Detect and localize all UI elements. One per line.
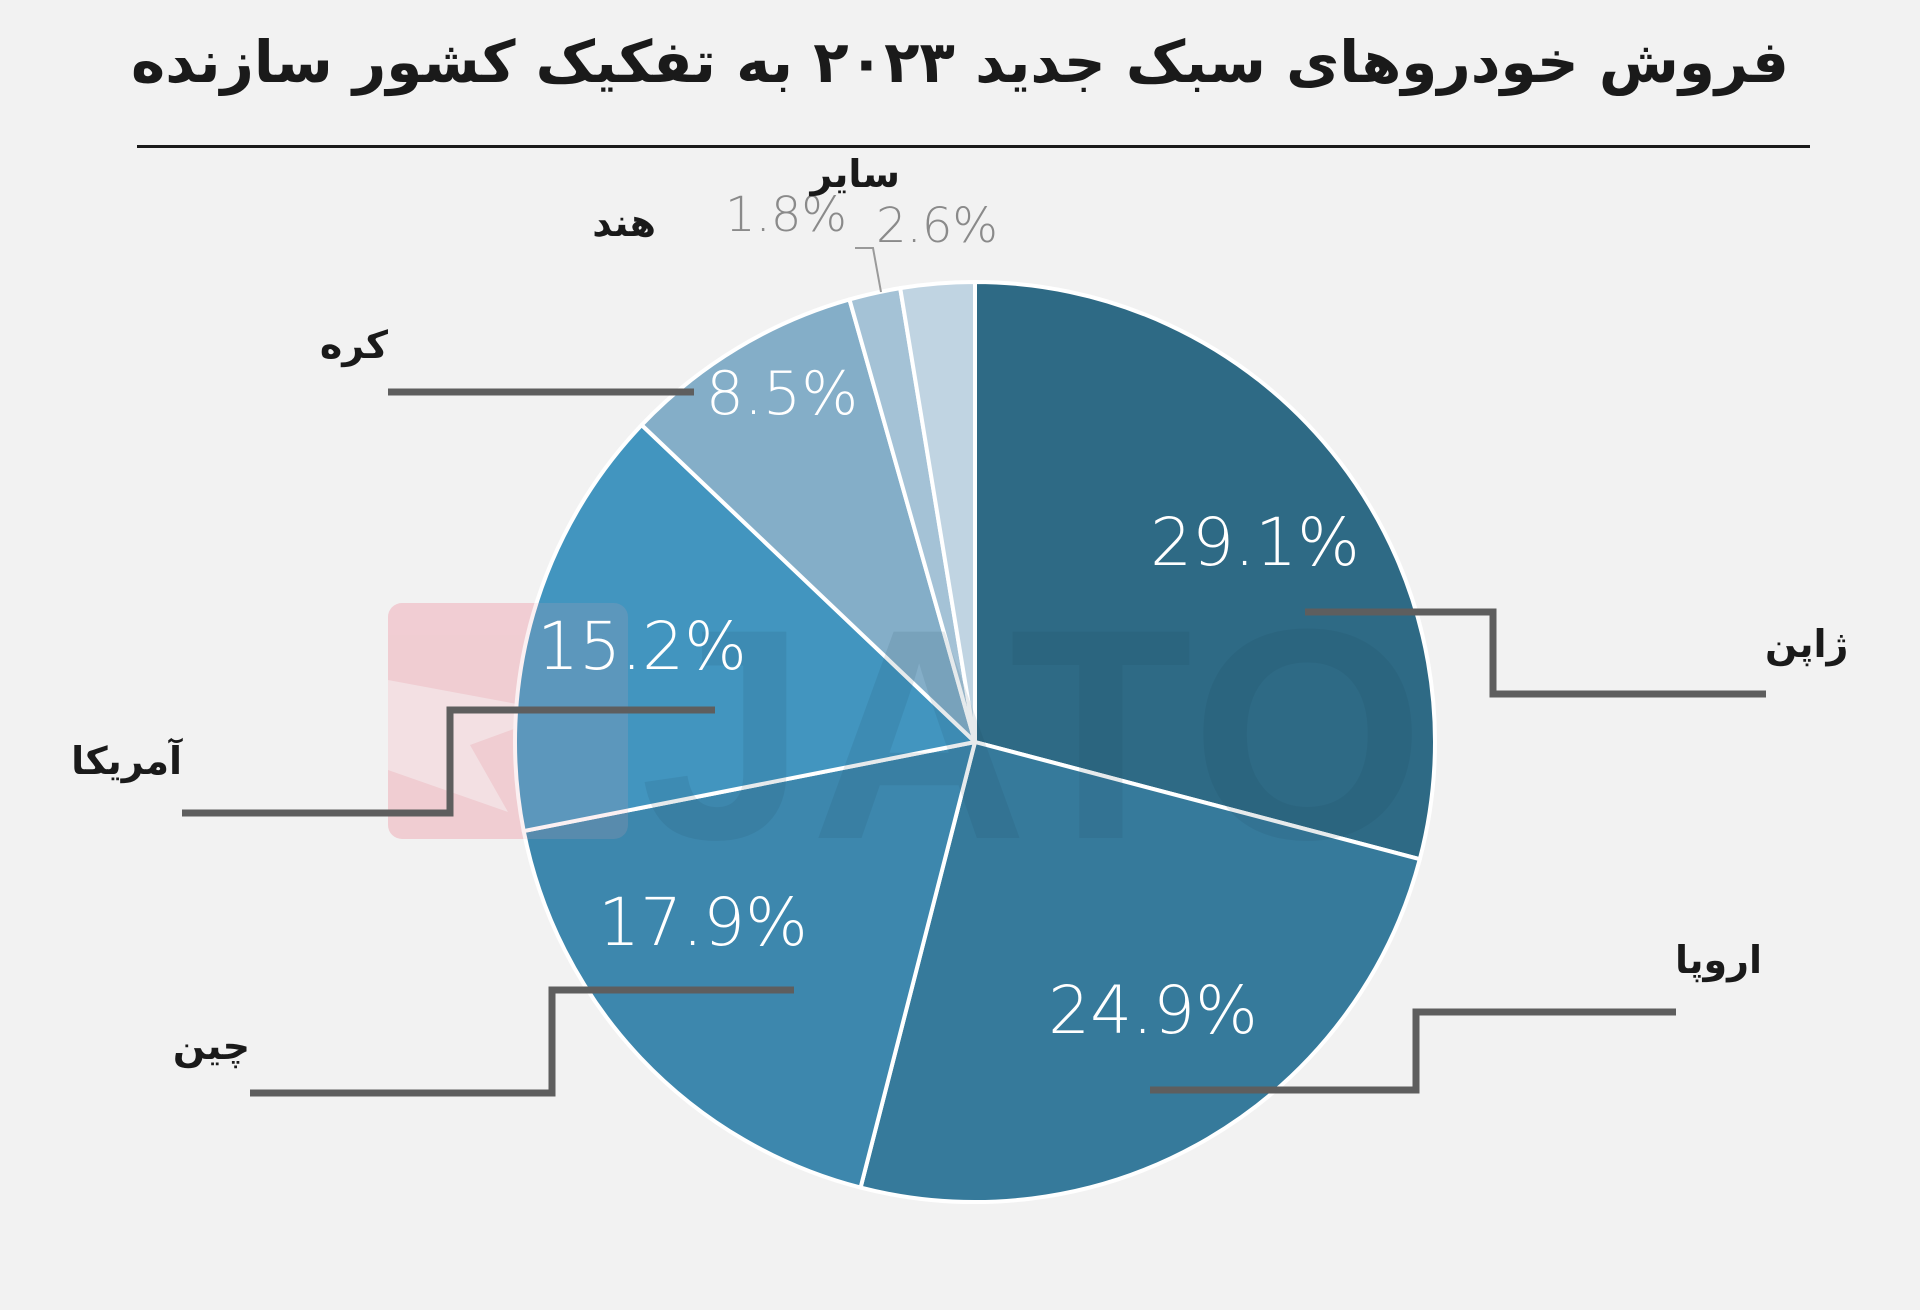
title-rule: [137, 145, 1810, 148]
labels-layer: 29.1% ژاپن 24.9% اروپا 17.9% چین 15.2% آمریکا 8.…: [71, 152, 1848, 1097]
watermark-overlay-text: JATO: [640, 566, 1428, 902]
pie-slice-korea: [639, 297, 977, 744]
pie-slice-japan: [973, 280, 1437, 862]
category-label-usa: آمریکا: [71, 737, 183, 783]
pie-slice-china: [521, 740, 977, 1190]
value-label-korea: 8.5%: [706, 359, 858, 429]
category-label-japan: ژاپن: [1765, 622, 1848, 666]
value-label-china: 17.9%: [598, 884, 808, 961]
slices-layer: [513, 280, 1437, 1204]
leader-line-china: [250, 986, 794, 1097]
value-label-other: 2.6%: [876, 198, 998, 254]
category-label-korea: کره: [320, 323, 389, 367]
category-label-india: هند: [592, 201, 656, 245]
leader-line-europe: [1150, 1008, 1676, 1094]
leader-line-japan: [1305, 608, 1766, 698]
pie-slice-europe: [858, 740, 1422, 1204]
value-label-india: 1.8%: [725, 187, 847, 243]
value-label-japan: 29.1%: [1150, 504, 1360, 581]
value-label-europe: 24.9%: [1048, 972, 1258, 1049]
category-label-other: سایر: [808, 152, 900, 196]
pie-slice-usa: [513, 423, 977, 834]
leader-line-india: [855, 247, 882, 293]
category-label-china: چین: [173, 1024, 250, 1068]
chart-title: فروش خودروهای سبک جدید ۲۰۲۳ به تفکیک کشو…: [131, 28, 1789, 96]
leader-line-usa: [182, 706, 715, 817]
category-label-europe: اروپا: [1675, 938, 1762, 983]
pie-slice-other: [898, 280, 977, 744]
value-label-usa: 15.2%: [537, 608, 747, 685]
